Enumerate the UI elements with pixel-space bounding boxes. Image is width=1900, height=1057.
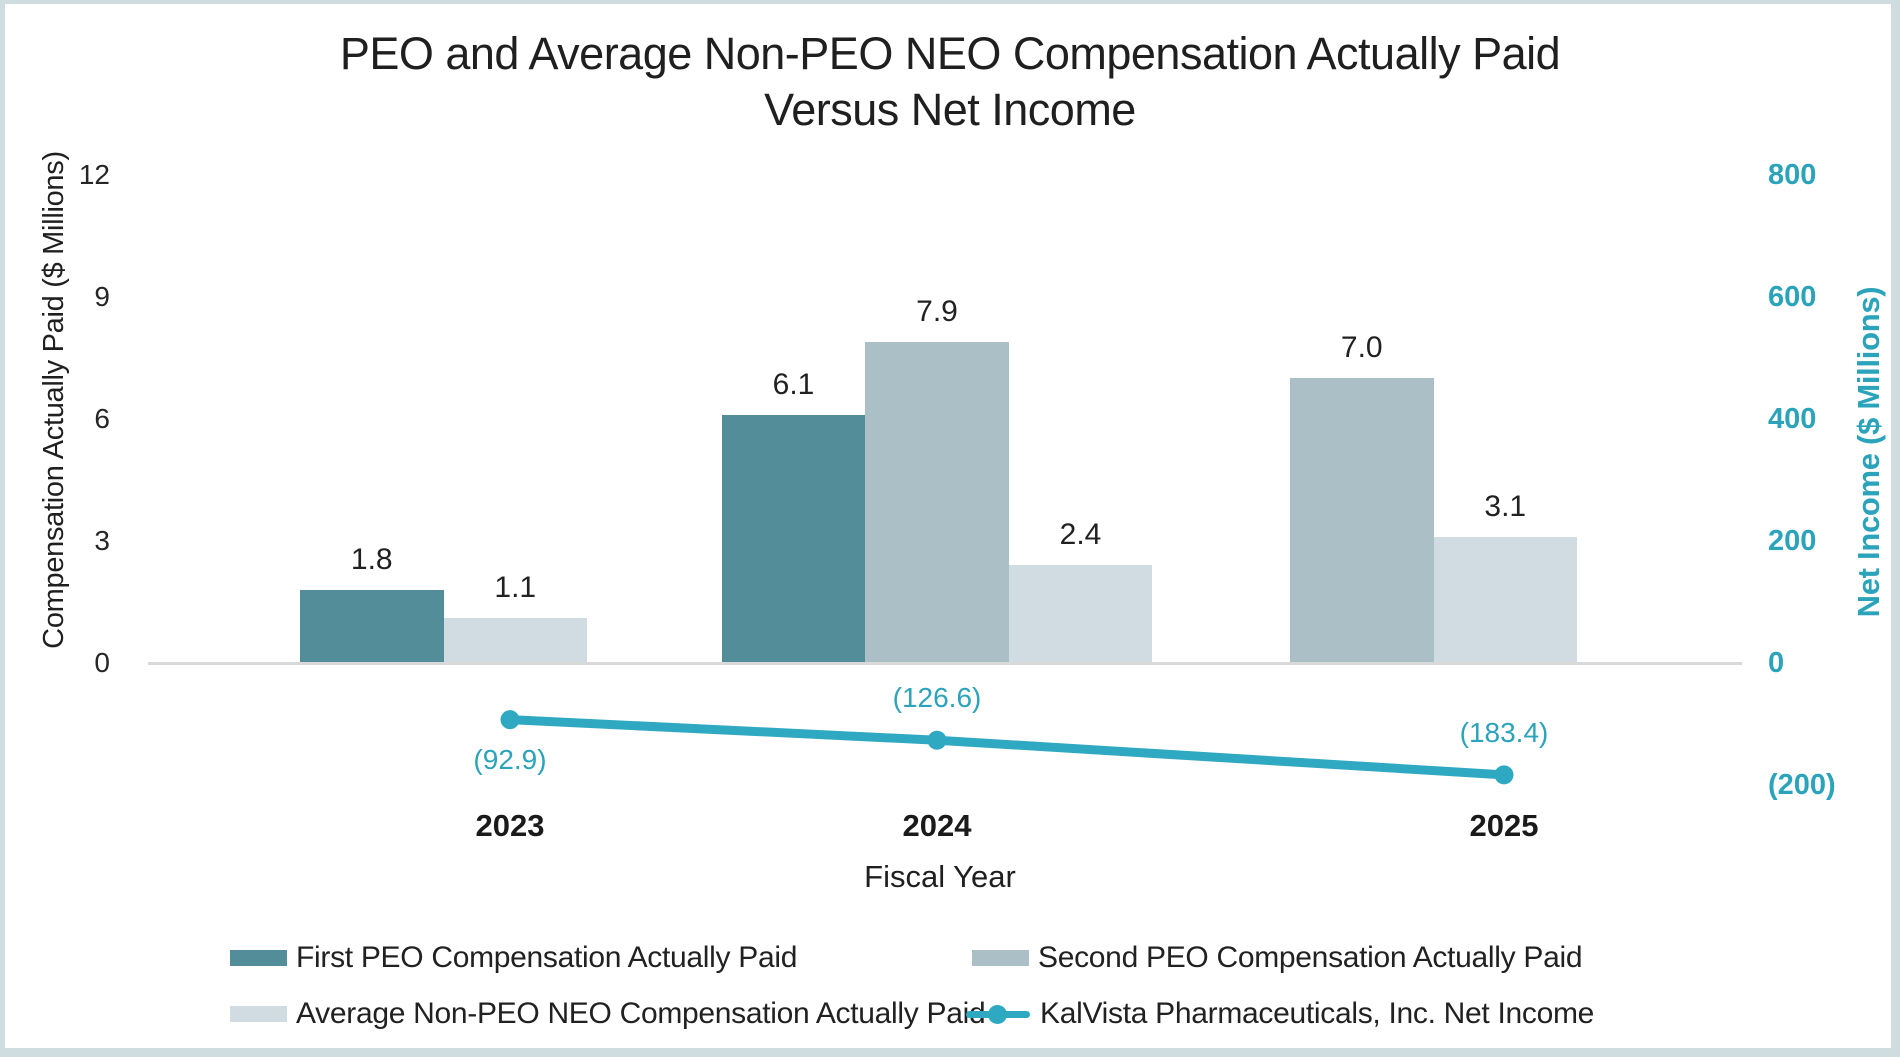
first-peo-swatch: [230, 950, 287, 966]
right-axis-tick: 600: [1768, 281, 1817, 313]
bar-label-second-peo-2025: 7.0: [1340, 331, 1383, 365]
avg-non-peo-neo-swatch: [230, 1006, 287, 1022]
bar-avg-non-peo-neo-2025: [1433, 536, 1577, 663]
chart-title-line2: Versus Net Income: [764, 84, 1136, 135]
right-axis-tick: (200): [1768, 769, 1836, 801]
right-axis-tick: 400: [1768, 403, 1817, 435]
net-income-label-2023: (92.9): [473, 743, 547, 775]
net-income-label-2024: (126.6): [892, 682, 982, 714]
bar-label-second-peo-2024: 7.9: [916, 294, 958, 328]
net-income-line-marker-icon: [966, 1004, 1030, 1025]
net-income-point-2024: [927, 730, 947, 750]
right-axis-tick: 200: [1768, 525, 1817, 557]
left-axis-tick: 6: [94, 402, 110, 434]
bar-first-peo-2023: [300, 589, 444, 663]
left-axis-tick: 3: [94, 524, 110, 556]
bar-label-avg-non-peo-neo-2024: 2.4: [1059, 518, 1102, 552]
bar-avg-non-peo-neo-2023: [443, 618, 587, 663]
legend-label-first-peo: First PEO Compensation Actually Paid: [296, 941, 798, 974]
legend-item-second-peo: Second PEO Compensation Actually Paid: [972, 938, 1583, 978]
bar-label-avg-non-peo-neo-2023: 1.1: [494, 571, 537, 605]
left-axis-tick: 0: [94, 647, 110, 678]
bar-label-avg-non-peo-neo-2025: 3.1: [1484, 489, 1527, 523]
x-axis-baseline: [148, 661, 1742, 665]
net-income-label-2025: (183.4): [1459, 716, 1549, 748]
x-axis-title: Fiscal Year: [864, 859, 1016, 894]
bar-second-peo-2025: [1290, 378, 1434, 663]
bar-avg-non-peo-neo-2024: [1008, 565, 1153, 663]
legend-item-net-income: KalVista Pharmaceuticals, Inc. Net Incom…: [966, 994, 1594, 1034]
chart-title-line1: PEO and Average Non-PEO NEO Compensation…: [339, 28, 1561, 79]
bar-label-first-peo-2023: 1.8: [350, 542, 393, 576]
bar-second-peo-2024: [865, 341, 1009, 663]
bar-first-peo-2024: [721, 414, 866, 663]
second-peo-swatch: [972, 950, 1029, 966]
left-axis-tick: 12: [78, 158, 110, 190]
net-income-dot-icon: [988, 1004, 1007, 1024]
legend-label-second-peo: Second PEO Compensation Actually Paid: [1038, 941, 1583, 974]
x-axis-category-2023: 2023: [475, 808, 545, 843]
legend-item-first-peo: First PEO Compensation Actually Paid: [230, 938, 797, 978]
right-axis-tick: 800: [1768, 159, 1817, 191]
net-income-point-2023: [500, 710, 520, 730]
bar-label-first-peo-2024: 6.1: [772, 367, 815, 401]
left-axis-tick: 9: [94, 280, 110, 312]
legend-item-avg-non-peo-neo: Average Non-PEO NEO Compensation Actuall…: [230, 994, 986, 1034]
legend-label-net-income: KalVista Pharmaceuticals, Inc. Net Incom…: [1040, 997, 1595, 1030]
net-income-point-2025: [1494, 765, 1514, 785]
right-axis-tick: 0: [1768, 647, 1785, 679]
legend-label-avg-non-peo-neo: Average Non-PEO NEO Compensation Actuall…: [296, 997, 986, 1030]
x-axis-category-2025: 2025: [1469, 808, 1539, 843]
chart-title: PEO and Average Non-PEO NEO Compensation…: [0, 26, 1900, 138]
x-axis-category-2024: 2024: [902, 808, 972, 843]
